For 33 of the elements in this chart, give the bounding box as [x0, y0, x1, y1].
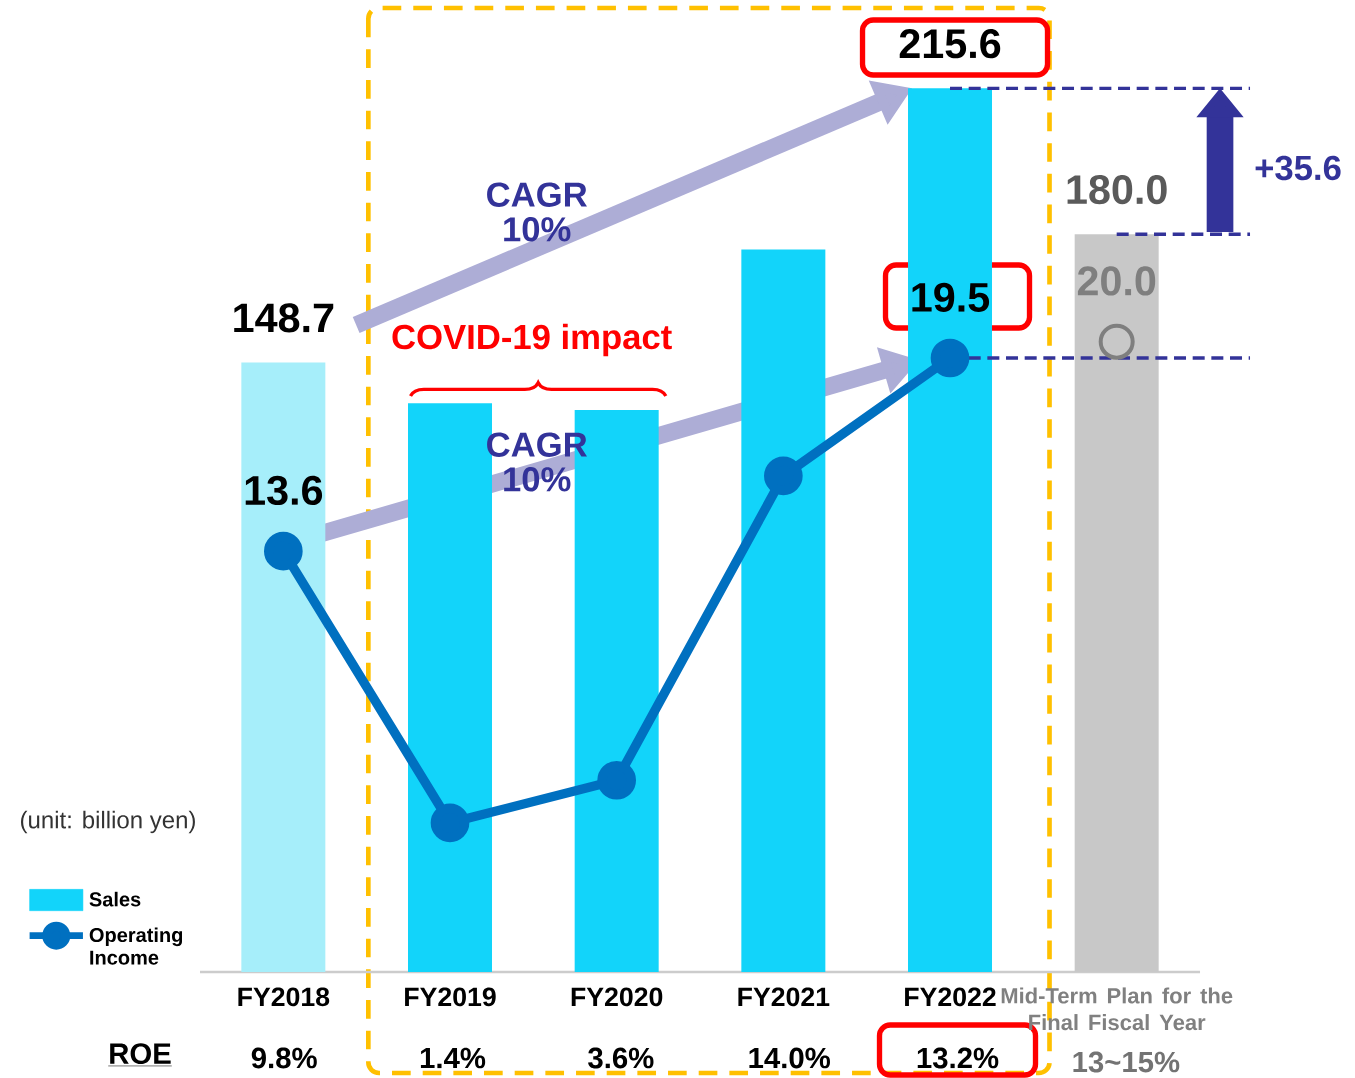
- point: [930, 338, 970, 378]
- point: [764, 456, 803, 496]
- text: 14.0%: [749, 1047, 830, 1069]
- text: 1.4%: [420, 1047, 486, 1069]
- data-label: 180.0: [1067, 174, 1167, 205]
- legend-label: Operating Income: [89, 927, 183, 965]
- data-label: 20.0: [1077, 266, 1156, 296]
- text: 13~15%: [1073, 1051, 1180, 1073]
- bar: [741, 249, 826, 973]
- text: 9.8%: [251, 1047, 317, 1069]
- text: +35.6: [1255, 155, 1341, 181]
- annotation: COVID-19 impact: [392, 323, 672, 357]
- data-label: 215.6: [899, 29, 1001, 59]
- text: ROE: [110, 1043, 171, 1065]
- x-tick-label: FY2021: [738, 987, 830, 1007]
- x-tick-label: FY2018: [238, 987, 330, 1007]
- data-label: 148.7: [234, 303, 334, 333]
- data-label: 13.6: [245, 475, 323, 506]
- text: 3.6%: [588, 1047, 654, 1069]
- bar: [241, 362, 326, 973]
- point: [597, 760, 637, 800]
- x-tick-label: FY2020: [571, 987, 663, 1007]
- legend-label: Sales: [89, 891, 141, 907]
- annotation: CAGR 10%: [487, 182, 587, 242]
- data-label: 19.5: [912, 282, 990, 312]
- x-tick-label: Mid-Term Plan for the Final Fiscal Year: [1001, 987, 1233, 1031]
- point: [1098, 323, 1135, 360]
- x-tick-label: FY2019: [405, 987, 496, 1007]
- x-tick-label: FY2022: [905, 987, 996, 1007]
- point: [264, 531, 303, 571]
- point: [430, 803, 470, 843]
- text: 13.2%: [917, 1047, 999, 1069]
- text: (unit: billion yen): [21, 810, 195, 834]
